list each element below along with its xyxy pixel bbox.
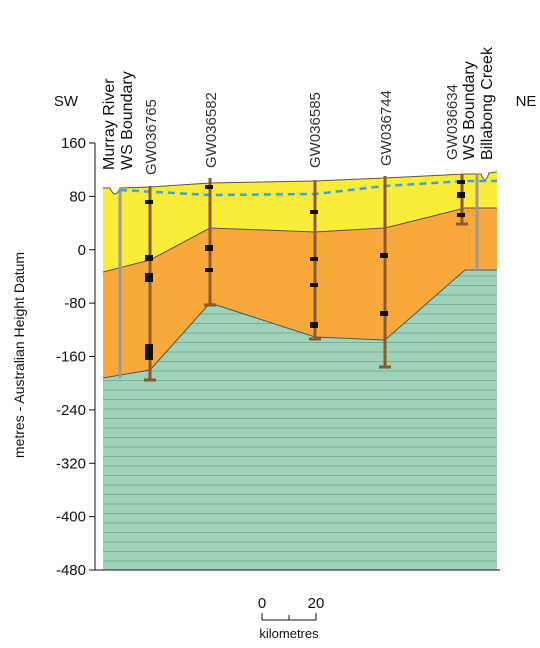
bore-screen <box>310 283 318 287</box>
bore-screen <box>145 344 153 360</box>
strata <box>103 172 497 570</box>
site-label: GW036744 <box>378 90 395 166</box>
y-axis-title: metres - Australian Height Datum <box>11 252 27 458</box>
ne-label: NE <box>516 93 537 110</box>
scale-start: 0 <box>258 595 266 612</box>
scale-end: 20 <box>308 595 325 612</box>
site-label: GW036585 <box>307 92 324 168</box>
site-label: WS Boundary <box>119 71 136 170</box>
bore-screen <box>457 180 465 184</box>
site-label: Billabong Creek <box>479 46 496 160</box>
bore-screen <box>310 257 318 261</box>
site-label: GW036634 <box>444 84 461 160</box>
y-tick-label: -80 <box>64 295 86 312</box>
bore-screen <box>145 255 153 261</box>
bore-screen <box>457 213 465 217</box>
sw-label: SW <box>54 93 79 110</box>
bore-screen <box>310 322 318 328</box>
bore-screen <box>457 192 465 198</box>
scale-unit: kilometres <box>259 626 319 641</box>
site-label: WS Boundary <box>461 61 478 160</box>
y-tick-label: -400 <box>56 509 86 526</box>
y-tick-label: -320 <box>56 455 86 472</box>
bore-screen <box>380 253 388 258</box>
bore-screen <box>205 245 213 251</box>
y-tick-label: 80 <box>69 188 86 205</box>
bore-screen <box>380 311 388 316</box>
bore-screen <box>205 185 213 189</box>
site-label: Murray River <box>101 78 118 170</box>
site-label: GW036582 <box>203 92 220 168</box>
bore-screen <box>145 273 153 282</box>
y-tick-label: -160 <box>56 349 86 366</box>
y-tick-label: -240 <box>56 402 86 419</box>
site-label: GW036765 <box>143 99 160 175</box>
y-tick-label: -480 <box>56 562 86 579</box>
scale-bar: 0 20 kilometres <box>258 595 325 641</box>
bore-screen <box>205 268 213 272</box>
y-tick-label: 160 <box>61 135 86 152</box>
y-tick-label: 0 <box>78 242 86 259</box>
bore-screen <box>310 210 318 214</box>
cross-section: SW NE metres - Australian Height Datum 0… <box>0 0 540 648</box>
bore-screen <box>145 200 153 204</box>
